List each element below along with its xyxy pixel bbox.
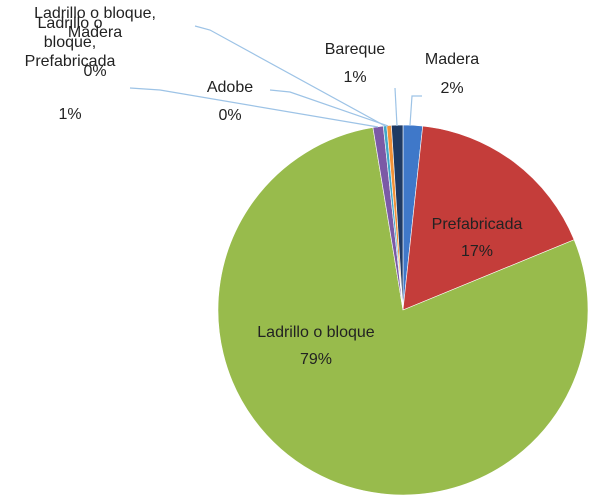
slice-label: Madera	[424, 51, 480, 68]
slice-label: Ladrillo o bloque, Prefabricada	[24, 15, 116, 70]
leader-line	[409, 95, 422, 126]
slice-label: Prefabricada	[431, 216, 523, 233]
pie-slice	[217, 127, 589, 496]
slice-percent: 79%	[299, 351, 333, 368]
leader-line	[269, 89, 389, 127]
slice-percent: 1%	[58, 106, 82, 123]
slice-percent: 0%	[83, 63, 107, 80]
slice-label: Bareque	[324, 41, 386, 58]
leader-line	[129, 87, 379, 128]
leader-line	[394, 87, 398, 127]
slice-percent: 17%	[460, 243, 494, 260]
slice-label: Adobe	[206, 79, 254, 96]
slice-label: Ladrillo o bloque, Madera	[34, 5, 156, 41]
slice-percent: 1%	[343, 69, 367, 86]
slice-label: Ladrillo o bloque	[257, 324, 375, 341]
slice-percent: 0%	[218, 107, 242, 124]
slice-percent: 2%	[440, 80, 464, 97]
pie-slice	[402, 125, 575, 311]
leader-line	[194, 25, 386, 127]
